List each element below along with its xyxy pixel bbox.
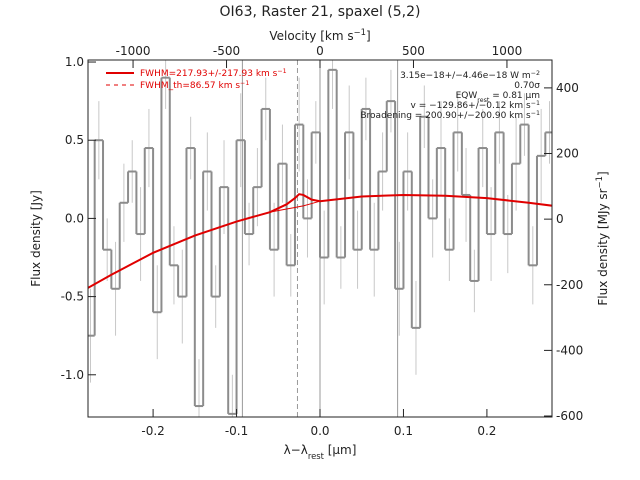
y2-axis-label-part: −1 <box>594 176 604 188</box>
annotation-part: Broadening = 200.90+/−200.90 km s <box>360 111 531 121</box>
annotation-part: −2 <box>531 70 540 77</box>
x2-tick-label: 1000 <box>492 44 523 58</box>
annotation-part: 3.15e−18+/−4.46e−18 W m <box>400 71 531 81</box>
annotation: EQWrest = 0.81 μm <box>456 91 540 104</box>
legend-label: FWHM_th=86.57 km s−1 <box>140 80 249 92</box>
y2-tick-label: 0 <box>556 212 564 226</box>
y2-axis-label: Flux density [MJy sr−1] <box>594 171 610 305</box>
legend-label-part: FWHM_th=86.57 km s <box>140 81 240 91</box>
y2-tick-label: -200 <box>556 278 583 292</box>
y2-tick-label: -600 <box>556 409 583 423</box>
x-axis-label-part: m] <box>340 443 356 457</box>
y-tick-label: -1.0 <box>61 368 84 382</box>
x-axis-label: λ−λrest [μm] <box>284 443 357 461</box>
fit-line <box>88 194 552 289</box>
legend-label-part: FWHM=217.93+/-217.93 km s <box>140 69 278 79</box>
x-tick-label: 0.0 <box>310 424 329 438</box>
y2-tick-label: 400 <box>556 81 579 95</box>
x2-axis-label-part: ] <box>366 29 371 43</box>
y2-tick-label: -400 <box>556 343 583 357</box>
legend-label-part: −1 <box>240 80 249 87</box>
x2-tick-label: -500 <box>213 44 240 58</box>
annotation-part: 0.70σ <box>514 81 540 91</box>
x-tick-label: -0.1 <box>225 424 248 438</box>
y-tick-label: 0.5 <box>65 133 84 147</box>
y2-tick-label: 200 <box>556 147 579 161</box>
y-axis-label-part: Flux density [Jy] <box>29 190 43 287</box>
annotation-part: = 0.81 μm <box>489 91 540 101</box>
x2-axis-label-part: Velocity [km s <box>269 29 353 43</box>
annotation: Broadening = 200.90+/−200.90 km s−1 <box>360 110 540 122</box>
legend-label: FWHM=217.93+/-217.93 km s−1 <box>140 68 287 80</box>
y2-axis-label-part: ] <box>596 171 610 176</box>
x-axis-label-part: [ <box>324 443 333 457</box>
annotation-part: −1 <box>531 100 540 107</box>
y-tick-label: 0.0 <box>65 211 84 225</box>
x2-axis-label: Velocity [km s−1] <box>269 27 370 43</box>
x-axis-label-part: rest <box>308 451 325 461</box>
y2-axis-label-part: Flux density [MJy sr <box>596 188 610 305</box>
annotation: 3.15e−18+/−4.46e−18 W m−2 <box>400 70 540 82</box>
x-tick-label: 0.2 <box>477 424 496 438</box>
chart-title: OI63, Raster 21, spaxel (5,2) <box>220 4 421 20</box>
annotation: 0.70σ <box>514 81 540 91</box>
x-tick-label: 0.1 <box>394 424 413 438</box>
annotation-part: EQW <box>456 91 478 101</box>
annotation-part: v = −129.86+/−0.12 km s <box>411 101 531 111</box>
plot-area <box>88 60 552 417</box>
x-axis-label-part: μ <box>332 443 340 457</box>
x-tick-label: -0.2 <box>141 424 164 438</box>
x2-tick-label: -1000 <box>116 44 151 58</box>
annotation-part: rest <box>477 97 490 104</box>
annotation-part: −1 <box>531 110 540 117</box>
y-tick-label: 1.0 <box>65 55 84 69</box>
x2-tick-label: 500 <box>402 44 425 58</box>
legend-label-part: −1 <box>277 68 286 75</box>
x-axis-label-part: λ−λ <box>284 443 308 457</box>
y-axis-label: Flux density [Jy] <box>29 190 43 287</box>
x2-axis-label-part: −1 <box>354 27 366 37</box>
annotation: v = −129.86+/−0.12 km s−1 <box>411 100 540 112</box>
x2-tick-label: 0 <box>316 44 324 58</box>
y-tick-label: -0.5 <box>61 290 84 304</box>
